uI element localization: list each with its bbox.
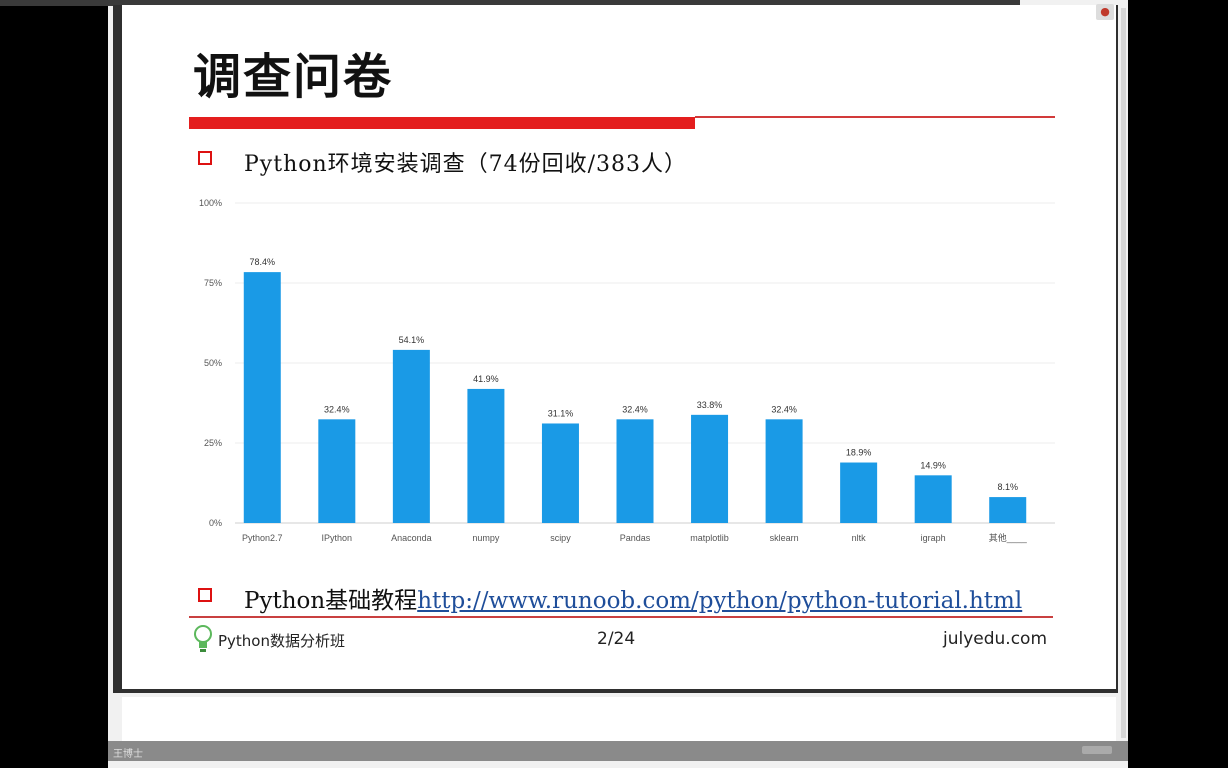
bar xyxy=(989,497,1027,523)
bar xyxy=(318,419,356,523)
viewer-topbar xyxy=(0,0,1020,6)
bullet-square-icon xyxy=(198,151,212,165)
title-underline-thin xyxy=(695,116,1055,118)
x-tick-label: igraph xyxy=(921,533,946,543)
tutorial-label: Python基础教程 xyxy=(244,588,418,614)
bar-value-label: 32.4% xyxy=(324,404,350,414)
title-underline-thick xyxy=(189,117,695,129)
footer-divider xyxy=(189,616,1053,618)
bar-value-label: 33.8% xyxy=(697,400,723,410)
bar xyxy=(914,475,952,523)
x-tick-label: IPython xyxy=(322,533,353,543)
bar xyxy=(467,388,505,523)
y-tick-label: 75% xyxy=(204,278,222,288)
y-tick-label: 100% xyxy=(199,198,222,208)
bar xyxy=(616,419,654,523)
y-tick-label: 0% xyxy=(209,518,222,528)
x-tick-label: Python2.7 xyxy=(242,533,283,543)
x-tick-label: sklearn xyxy=(770,533,799,543)
tutorial-link[interactable]: http://www.runoob.com/python/python-tuto… xyxy=(417,588,1023,614)
x-tick-label: Pandas xyxy=(620,533,651,543)
y-tick-label: 25% xyxy=(204,438,222,448)
bullet-tutorial: Python基础教程http://www.runoob.com/python/p… xyxy=(244,581,1022,615)
bar xyxy=(541,423,579,523)
bar xyxy=(691,414,729,523)
lightbulb-icon xyxy=(194,625,212,652)
bar xyxy=(765,419,803,523)
viewer-bottom-bar xyxy=(108,741,1128,761)
bottom-control[interactable] xyxy=(1082,746,1112,754)
x-tick-label: Anaconda xyxy=(391,533,432,543)
bullet-survey-text: Python环境安装调查（74份回收/383人） xyxy=(244,152,688,177)
x-tick-label: scipy xyxy=(550,533,571,543)
x-tick-label: 其他____ xyxy=(989,532,1028,543)
bar-value-label: 8.1% xyxy=(997,482,1018,492)
y-tick-label: 50% xyxy=(204,358,222,368)
bar-value-label: 32.4% xyxy=(622,404,648,414)
footer-course-name: Python数据分析班 xyxy=(218,632,345,650)
footer-website: julyedu.com xyxy=(943,629,1048,649)
bar-value-label: 14.9% xyxy=(920,460,946,470)
vertical-scrollbar[interactable] xyxy=(1121,8,1126,738)
x-tick-label: nltk xyxy=(852,533,867,543)
x-tick-label: matplotlib xyxy=(690,533,729,543)
bar-value-label: 32.4% xyxy=(771,404,797,414)
bullet-square-icon xyxy=(198,588,212,602)
x-tick-label: numpy xyxy=(472,533,500,543)
bar-value-label: 41.9% xyxy=(473,374,499,384)
bar-value-label: 18.9% xyxy=(846,448,872,458)
bar xyxy=(243,272,281,523)
bar-value-label: 31.1% xyxy=(548,408,574,418)
pin-icon[interactable]: ● xyxy=(1096,4,1114,20)
page-number: 2/24 xyxy=(597,629,636,649)
slide-title: 调查问卷 xyxy=(193,49,394,105)
bar xyxy=(392,349,430,523)
bar-value-label: 78.4% xyxy=(250,257,276,267)
presenter-name: 王博士 xyxy=(113,749,143,760)
bar xyxy=(840,462,878,523)
next-slide-preview xyxy=(122,697,1116,741)
survey-bar-chart: 0% 25% 50% 75% 100% 78.4% 32.4% 54.1% 41.9% 31.1… xyxy=(199,198,1055,543)
bar-value-label: 54.1% xyxy=(399,335,425,345)
